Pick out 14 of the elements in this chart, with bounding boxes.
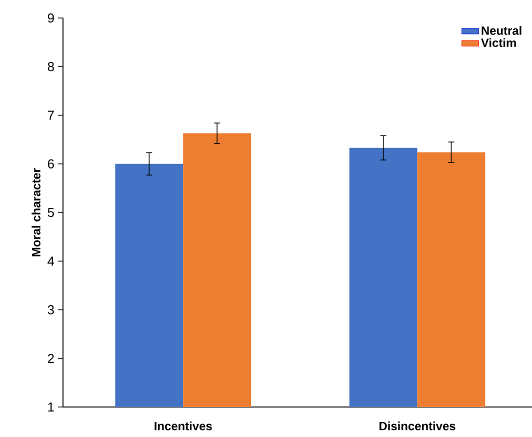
y-tick-label: 4 — [48, 256, 54, 266]
legend-label: Neutral — [482, 26, 522, 35]
x-tick-label: Disincentives — [380, 422, 456, 430]
x-tick-label: Incentives — [154, 422, 212, 430]
y-tick-label: 8 — [48, 62, 54, 72]
legend-label: Victim — [481, 38, 516, 47]
y-tick-label: 7 — [48, 110, 54, 120]
y-tick-label: 5 — [48, 208, 54, 218]
y-tick-label: 2 — [48, 354, 54, 363]
y-tick-label: 6 — [48, 159, 54, 168]
y-tick-label: 3 — [48, 305, 54, 314]
y-tick-label: 1 — [48, 402, 54, 412]
y-axis-title: Moral character — [32, 168, 40, 256]
y-tick-label: 9 — [48, 13, 54, 23]
